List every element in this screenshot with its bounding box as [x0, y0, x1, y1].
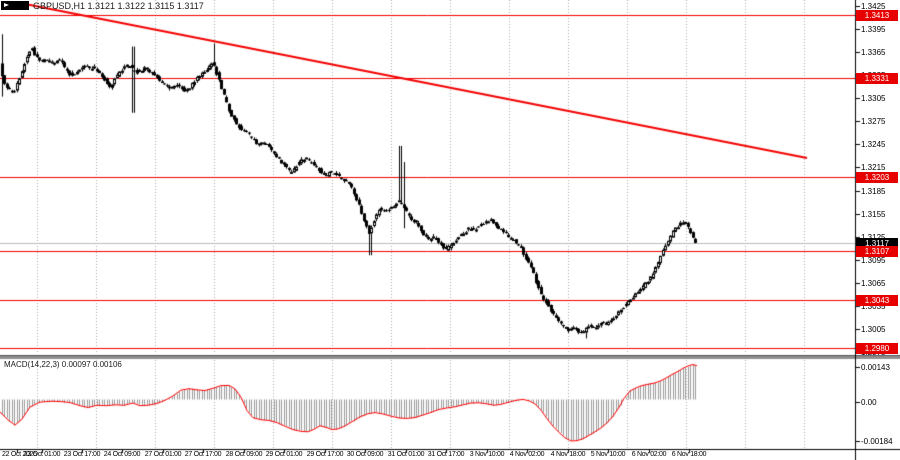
- price-axis-tick: 1.3005: [861, 325, 886, 334]
- time-axis-label: 31 Oct 17:00: [427, 451, 465, 458]
- time-axis-label: 29 Oct 01:00: [265, 451, 303, 458]
- time-axis-label: 30 Oct 09:00: [346, 451, 384, 458]
- price-axis-tick: 1.3245: [861, 140, 886, 149]
- price-axis-tick: 1.3215: [861, 163, 886, 172]
- price-axis-tick: 1.3395: [861, 25, 886, 34]
- play-arrow-icon: [4, 3, 9, 7]
- time-axis-label: 22 Oct 2025: [2, 451, 37, 458]
- time-axis-label: 3 Nov 10:00: [469, 451, 505, 458]
- time-axis-label: 5 Nov 10:00: [590, 451, 626, 458]
- price-level-box: 1.3107: [856, 246, 898, 257]
- price-axis-tick: 1.3305: [861, 94, 886, 103]
- time-axis-label: 4 Nov 18:00: [550, 451, 586, 458]
- time-axis-label: 31 Oct 01:00: [387, 451, 425, 458]
- price-axis-tick: 1.3425: [861, 2, 886, 11]
- time-axis-label: 24 Oct 09:00: [103, 451, 141, 458]
- macd-indicator-label: MACD(14,22,3) 0.00097 0.00106: [4, 360, 122, 369]
- price-axis-tick: 1.3095: [861, 256, 886, 265]
- price-level-box: 1.3413: [856, 10, 898, 21]
- macd-axis-tick: 0.00143: [861, 363, 890, 372]
- chart-title-ohlc: GBPUSD,H1 1.3121 1.3122 1.3115 1.3117: [33, 1, 204, 11]
- time-axis-label: 23 Oct 17:00: [63, 451, 101, 458]
- price-level-box: 1.3203: [856, 172, 898, 183]
- price-axis-tick: 1.3365: [861, 48, 886, 57]
- time-axis-label: 4 Nov 02:00: [509, 451, 545, 458]
- current-price-box: 1.3117: [856, 238, 898, 249]
- price-axis-tick: 1.3125: [861, 233, 885, 242]
- time-axis-label: 27 Oct 01:00: [144, 451, 182, 458]
- price-level-box: 1.3043: [856, 295, 898, 306]
- price-axis-tick: 1.3155: [861, 210, 886, 219]
- time-axis-label: 23 Oct 01:00: [23, 451, 61, 458]
- time-axis-label: 6 Nov 18:00: [671, 451, 707, 458]
- macd-axis-tick: 0.00: [861, 398, 877, 407]
- macd-axis-tick: -0.00184: [861, 437, 893, 446]
- price-level-box: 1.3331: [856, 73, 898, 84]
- price-axis-tick: 1.3275: [861, 117, 886, 126]
- time-axis-label: 27 Oct 17:00: [184, 451, 222, 458]
- price-axis-tick: 1.3185: [861, 187, 886, 196]
- time-axis-label: 28 Oct 09:00: [225, 451, 263, 458]
- one-click-trading-button[interactable]: [1, 1, 29, 10]
- time-axis-label: 6 Nov 02:00: [631, 451, 667, 458]
- time-axis-label: 29 Oct 17:00: [306, 451, 344, 458]
- price-axis-tick: 1.3065: [861, 279, 886, 288]
- price-axis-tick: 1.3035: [861, 302, 886, 311]
- price-level-box: 1.2980: [856, 343, 898, 354]
